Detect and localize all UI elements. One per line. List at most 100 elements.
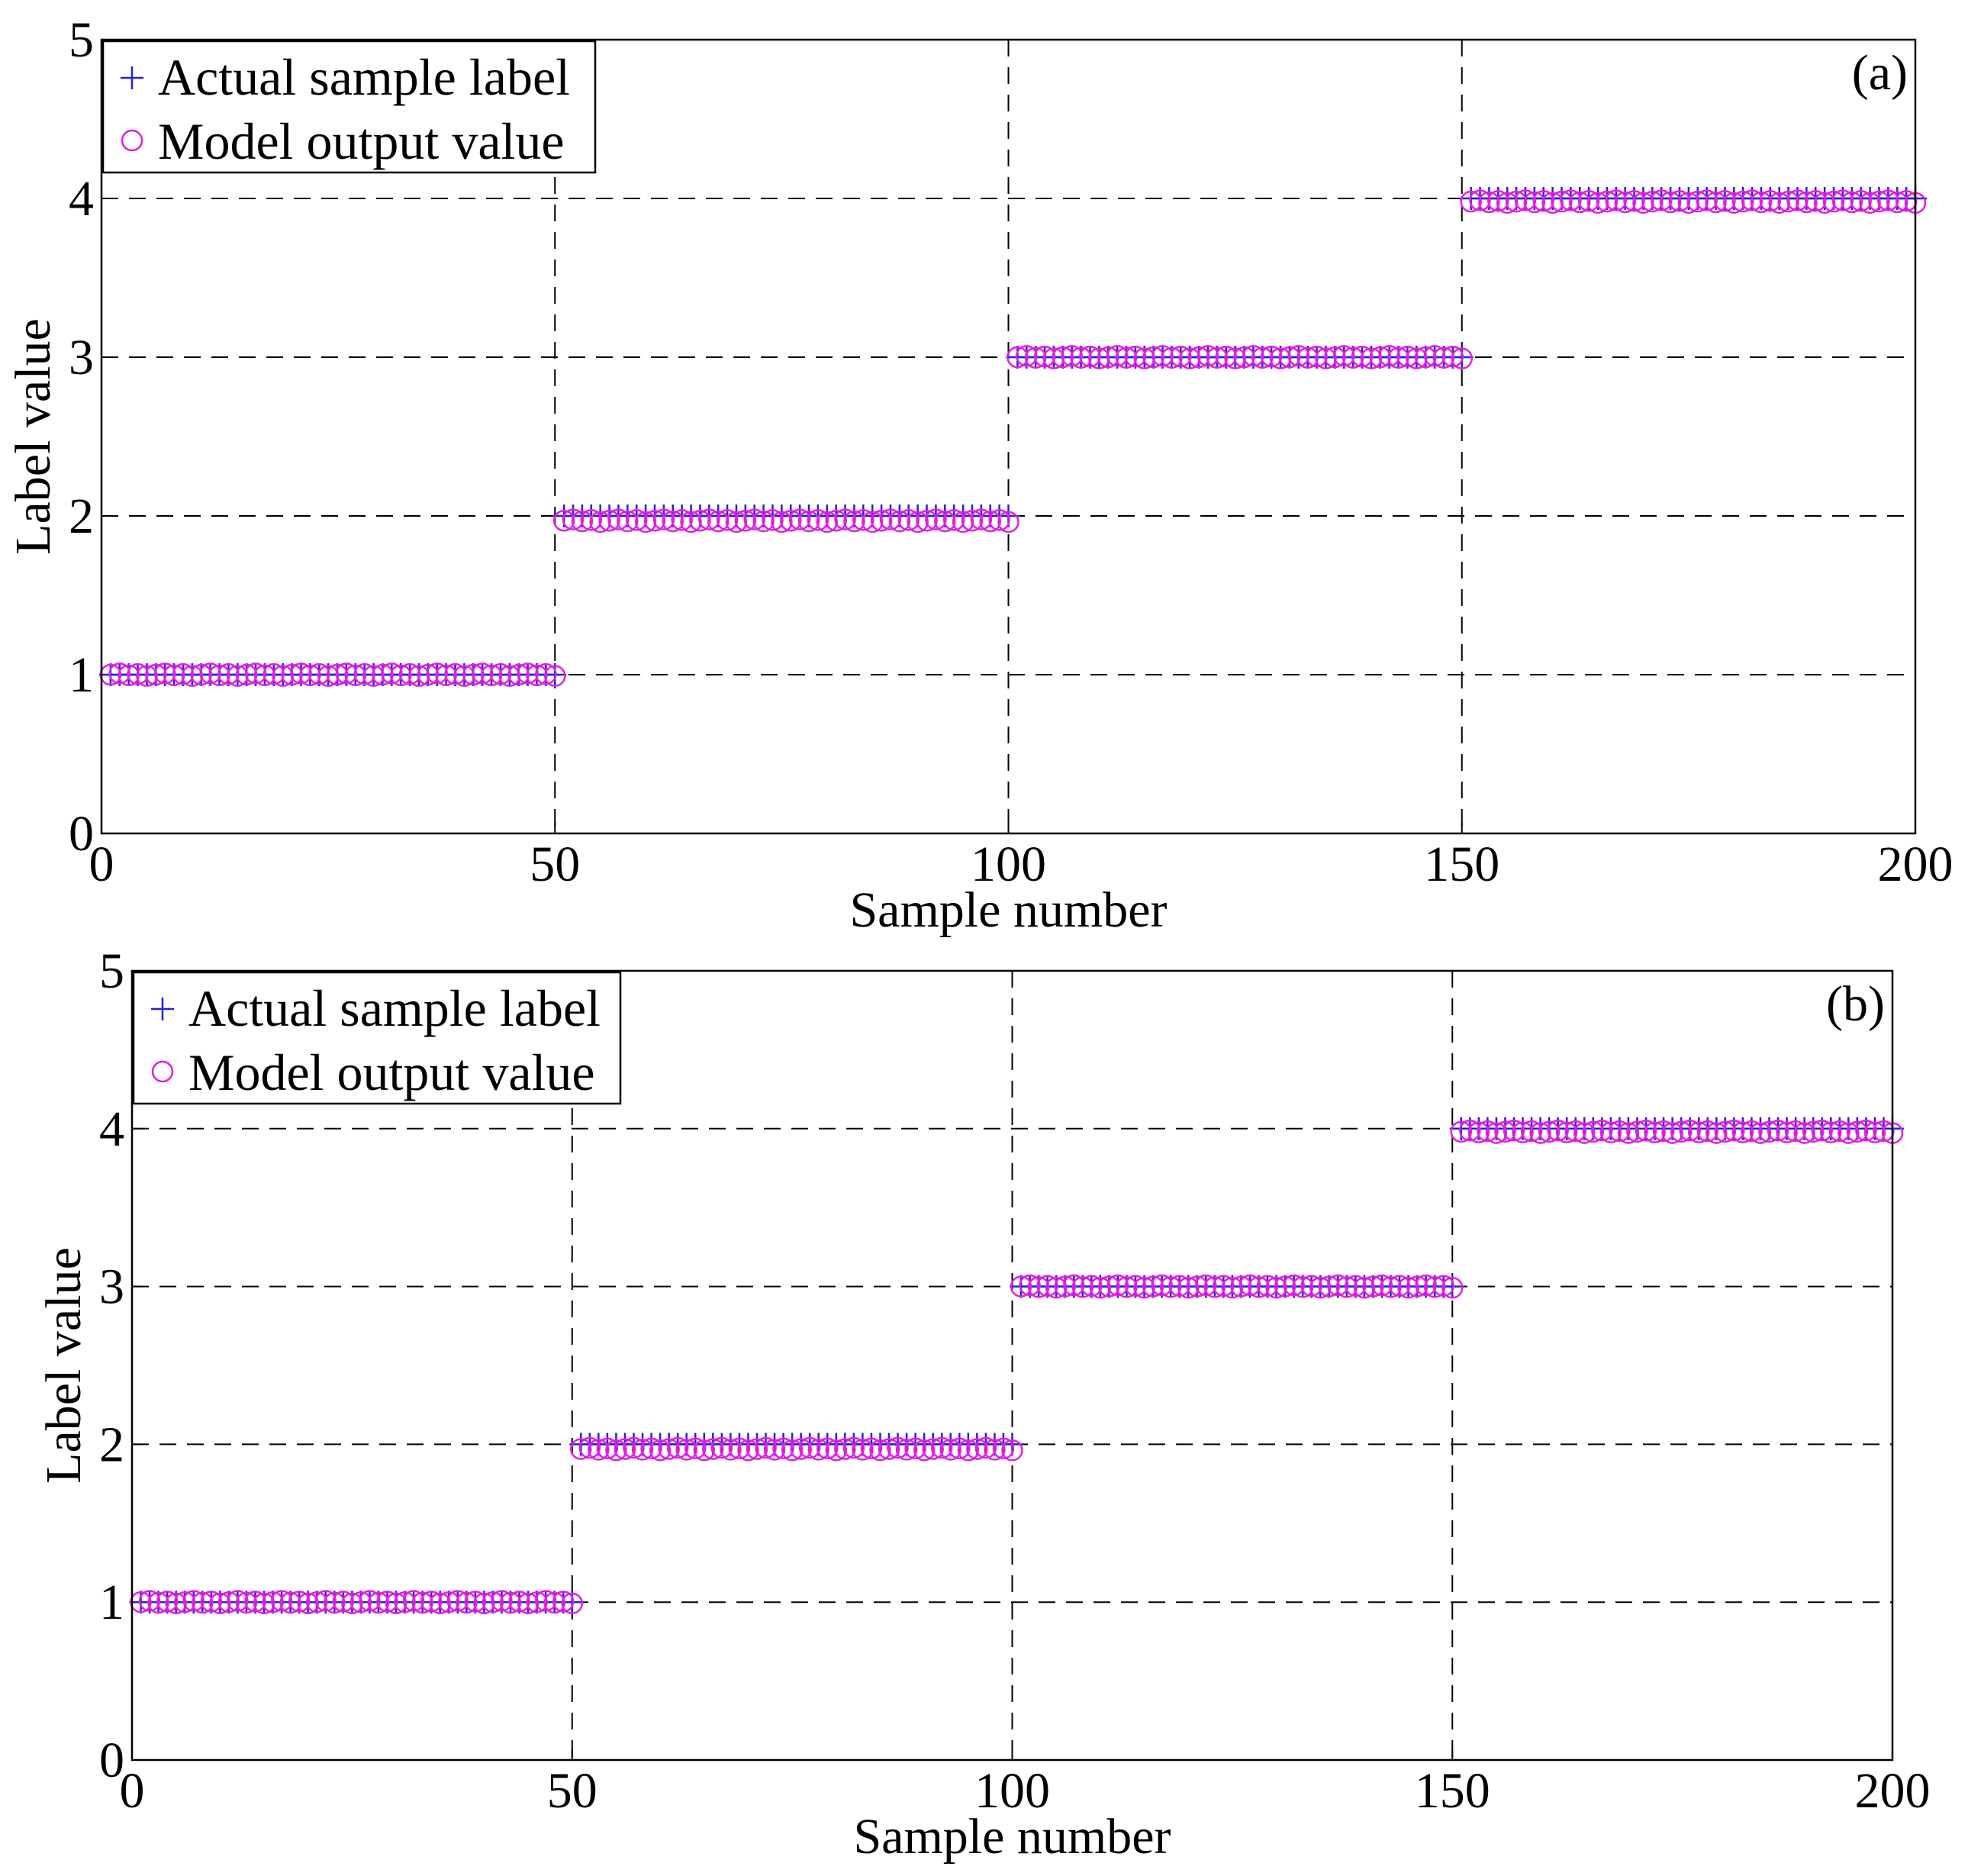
model-output-marker: [208, 664, 230, 687]
y-tick-label: 2: [69, 488, 94, 544]
model-output-marker: [1027, 1276, 1050, 1298]
model-output-marker: [138, 1590, 161, 1612]
x-tick-labels: 0 50 100 150 200: [89, 836, 1954, 892]
model-output-marker: [1731, 190, 1754, 213]
model-output-marker: [949, 1437, 971, 1460]
model-output-marker: [861, 511, 884, 533]
model-output-marker: [1460, 190, 1482, 213]
model-output-marker: [743, 508, 765, 530]
y-tick-labels: 0 1 2 3 4 5: [69, 12, 94, 862]
y-tick-label: 1: [69, 647, 94, 703]
model-output-marker: [1345, 1275, 1367, 1297]
model-output-marker: [446, 1590, 469, 1612]
model-output-marker: [1414, 346, 1437, 369]
model-output-marker: [147, 1591, 169, 1614]
model-output-marker: [1793, 1122, 1815, 1144]
model-output-marker: [535, 662, 557, 685]
model-output-marker: [1010, 1275, 1032, 1297]
model-output-marker: [200, 1591, 223, 1613]
panel-label: (a): [1852, 45, 1908, 101]
model-output-marker: [1467, 1121, 1490, 1144]
model-output-marker: [1415, 1274, 1437, 1297]
model-output-marker: [1605, 189, 1628, 211]
model-output-marker: [544, 665, 566, 687]
model-output-marker: [1641, 190, 1664, 213]
model-output-marker: [816, 511, 839, 533]
model-output-marker: [1796, 191, 1818, 214]
model-output-marker: [1868, 190, 1890, 213]
model-output-marker: [666, 1436, 689, 1459]
model-output-marker: [1291, 1276, 1314, 1298]
model-output-marker: [1098, 1275, 1120, 1297]
model-output-marker: [385, 1592, 407, 1615]
model-output-marker: [752, 510, 775, 533]
model-output-marker: [1151, 345, 1174, 367]
model-output-marker: [807, 509, 829, 531]
model-output-marker: [1387, 347, 1409, 369]
model-output-marker: [984, 1439, 1006, 1461]
legend: Actual sample label Model output value: [132, 971, 622, 1105]
model-output-marker: [108, 662, 131, 685]
series-model-markers: [99, 189, 1927, 687]
model-output-marker: [456, 1591, 478, 1614]
model-output-marker: [957, 1439, 980, 1462]
model-output-marker: [716, 509, 739, 531]
model-output-marker: [1768, 192, 1790, 214]
model-output-marker: [270, 1590, 293, 1612]
model-output-marker: [353, 662, 375, 685]
model-output-marker: [1397, 1277, 1419, 1299]
model-output-marker: [1614, 191, 1636, 214]
model-output-marker: [381, 662, 403, 685]
model-output-marker: [1632, 192, 1654, 214]
model-output-marker: [979, 510, 1001, 533]
model-output-marker: [1626, 1120, 1648, 1143]
model-output-marker: [227, 1590, 249, 1612]
model-output-marker: [1811, 1120, 1833, 1142]
y-tick-labels: 0 1 2 3 4 5: [99, 943, 124, 1788]
x-tick-label: 200: [1878, 836, 1954, 892]
model-output-marker: [1450, 1120, 1473, 1143]
x-tick-label: 0: [120, 1763, 145, 1819]
model-output-marker: [614, 1438, 636, 1460]
model-output-marker: [1161, 347, 1183, 369]
model-output-marker: [344, 664, 367, 687]
y-tick-label: 0: [69, 806, 94, 862]
model-output-marker: [1106, 345, 1129, 367]
model-output-marker: [728, 1437, 751, 1460]
model-output-marker: [988, 509, 1010, 531]
model-output-marker: [1661, 1122, 1683, 1144]
legend-box: [101, 40, 597, 174]
model-output-marker: [1248, 1276, 1270, 1298]
model-output-marker: [772, 1437, 794, 1460]
model-output-marker: [1327, 1274, 1349, 1297]
model-output-marker: [631, 1439, 654, 1461]
model-output-marker: [1841, 191, 1863, 214]
model-output-marker: [640, 1437, 662, 1460]
model-output-marker: [1133, 347, 1156, 369]
model-output-marker: [1070, 347, 1092, 369]
model-output-marker: [341, 1592, 363, 1615]
y-tick-label: 2: [99, 1417, 124, 1472]
model-output-marker: [308, 662, 330, 685]
model-output-marker: [1451, 347, 1473, 369]
legend-circle-icon: [121, 129, 143, 152]
model-output-marker: [598, 509, 620, 532]
model-output-marker: [1582, 1120, 1605, 1143]
model-output-marker: [1042, 347, 1065, 369]
model-output-marker: [526, 1591, 548, 1613]
model-output-marker: [1494, 1120, 1516, 1143]
model-output-marker: [1623, 190, 1645, 212]
y-tick-label: 5: [99, 943, 124, 999]
model-output-marker: [1335, 1276, 1358, 1298]
model-output-marker: [1052, 346, 1074, 369]
model-output-marker: [1054, 1275, 1076, 1297]
model-output-marker: [952, 511, 974, 533]
model-output-marker: [684, 1437, 707, 1460]
model-output-marker: [710, 1436, 733, 1459]
model-output-marker: [517, 662, 539, 685]
model-output-marker: [253, 664, 276, 687]
model-output-marker: [1564, 1120, 1586, 1143]
model-output-marker: [895, 1439, 918, 1461]
model-output-marker: [689, 509, 711, 532]
legend-label-model: Model output value: [158, 112, 565, 170]
